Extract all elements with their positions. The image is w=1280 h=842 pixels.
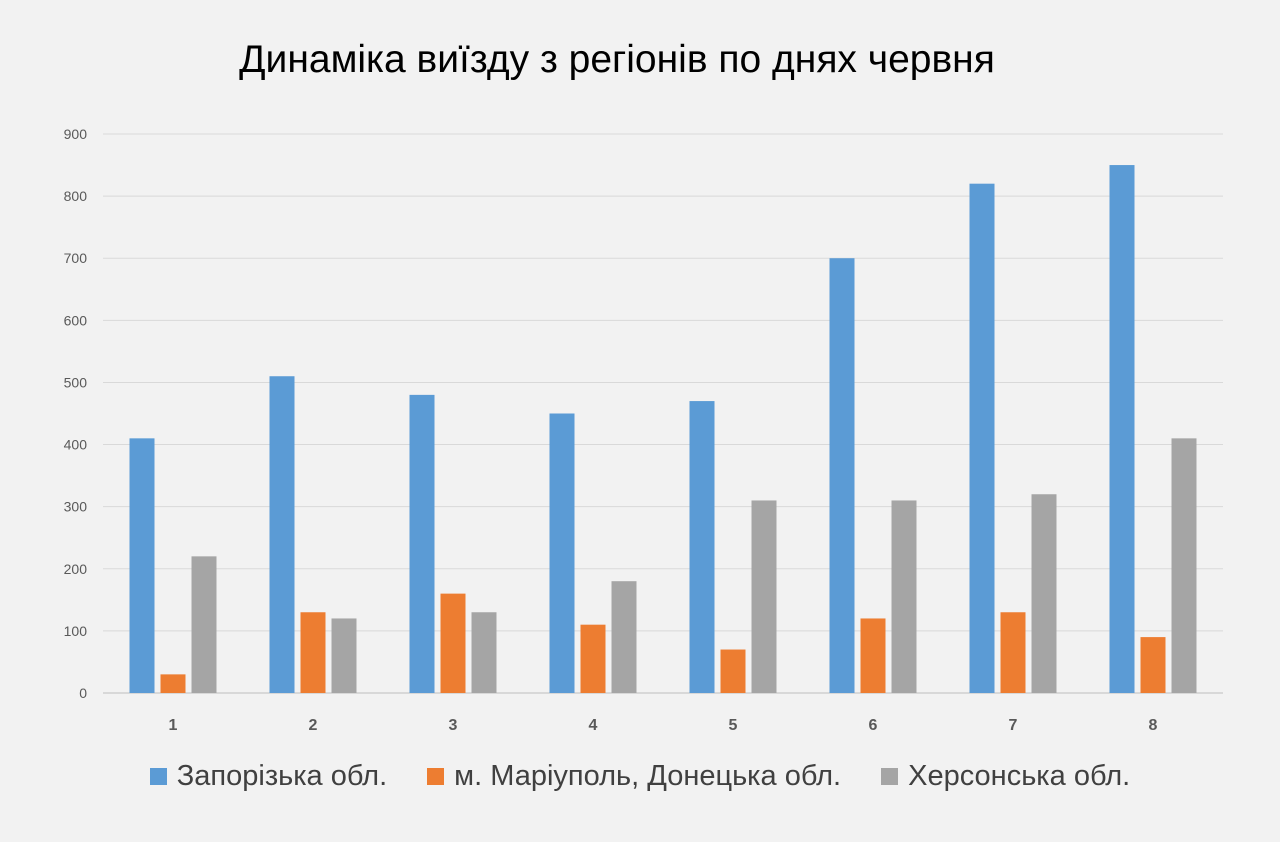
bar <box>969 183 995 693</box>
x-tick-label: 1 <box>169 717 178 734</box>
y-tick-label: 700 <box>64 250 88 266</box>
bar <box>129 438 155 693</box>
bar <box>440 593 466 693</box>
legend-label: Херсонська обл. <box>908 760 1131 792</box>
bar <box>751 500 777 693</box>
legend-item: м. Маріуполь, Донецька обл. <box>427 760 841 793</box>
bar <box>1171 438 1197 693</box>
bar <box>580 624 606 693</box>
legend-swatch <box>881 768 899 785</box>
x-tick-label: 2 <box>309 717 318 734</box>
bar <box>689 401 715 693</box>
bar <box>1000 612 1026 693</box>
chart-title: Динаміка виїзду з регіонів по днях червн… <box>239 38 995 81</box>
bar <box>331 618 357 693</box>
y-tick-label: 100 <box>64 623 88 639</box>
bar <box>720 649 746 693</box>
bar <box>829 258 855 693</box>
x-tick-label: 3 <box>449 717 458 734</box>
bar <box>1031 494 1057 693</box>
legend-item: Херсонська обл. <box>881 760 1130 793</box>
legend-swatch <box>427 768 445 785</box>
bar <box>549 413 575 693</box>
bar <box>191 556 217 693</box>
y-tick-label: 600 <box>64 312 88 328</box>
bar <box>160 674 186 693</box>
x-tick-label: 7 <box>1009 717 1018 734</box>
y-tick-label: 300 <box>64 499 88 515</box>
bar <box>611 581 637 693</box>
bar <box>1109 165 1135 694</box>
y-tick-label: 0 <box>79 685 87 701</box>
legend-label: Запорізька обл. <box>176 760 388 792</box>
x-tick-label: 6 <box>869 717 878 734</box>
legend-label: м. Маріуполь, Донецька обл. <box>454 760 842 792</box>
bar <box>269 376 295 693</box>
bar <box>300 612 326 693</box>
y-tick-label: 500 <box>64 374 88 390</box>
y-tick-label: 400 <box>64 437 88 453</box>
legend-swatch <box>149 768 167 785</box>
bar <box>860 618 886 693</box>
y-tick-label: 900 <box>64 126 88 142</box>
y-tick-label: 800 <box>64 188 88 204</box>
y-tick-label: 200 <box>64 561 88 577</box>
legend-item: Запорізька обл. <box>149 760 388 793</box>
bar <box>409 394 435 693</box>
legend: Запорізька обл. м. Маріуполь, Донецька об… <box>0 760 1280 793</box>
bar <box>471 612 497 693</box>
bar <box>1140 637 1166 693</box>
x-tick-label: 5 <box>729 717 738 734</box>
x-tick-label: 8 <box>1149 717 1158 734</box>
bar <box>891 500 917 693</box>
x-tick-label: 4 <box>589 717 598 734</box>
